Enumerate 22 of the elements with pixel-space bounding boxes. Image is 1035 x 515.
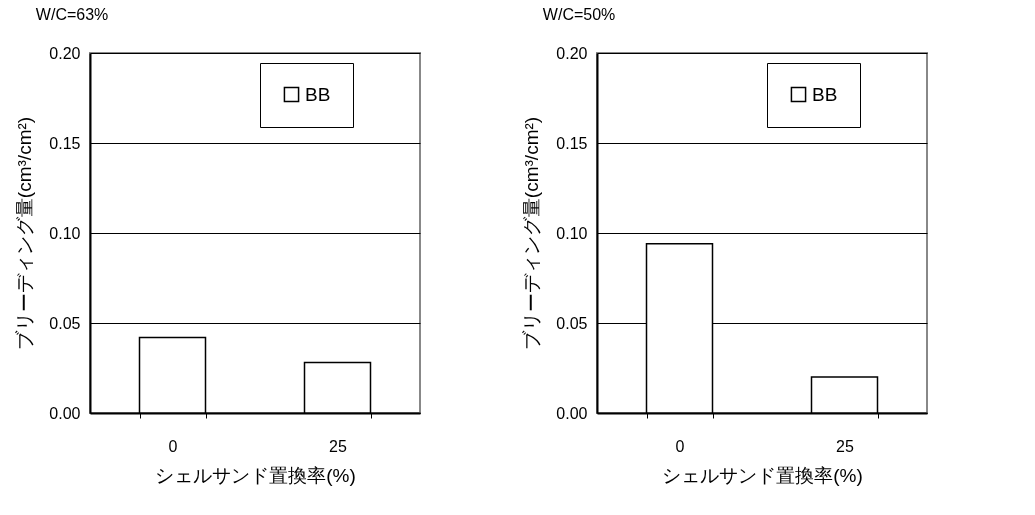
x-axis-title: シェルサンド置換率(%) (662, 464, 863, 486)
y-tick-label: 0.15 (556, 134, 588, 152)
x-axis-title: シェルサンド置換率(%) (155, 464, 356, 486)
x-tick-label: 25 (329, 437, 347, 455)
y-tick-label: 0.05 (49, 314, 81, 332)
chart-title: W/C=50% (542, 6, 616, 23)
y-tick-label: 0.20 (49, 44, 81, 62)
legend-label: BB (812, 83, 838, 105)
chart-title: W/C=63% (35, 6, 109, 23)
y-tick-label: 0.15 (49, 134, 81, 152)
y-tick-label: 0.20 (556, 44, 588, 62)
y-axis-title: ブリーディング量(cm³/cm²) (14, 116, 36, 351)
y-tick-label: 0.00 (49, 404, 81, 422)
y-tick-label: 0.00 (556, 404, 588, 422)
y-axis-title: ブリーディング量(cm³/cm²) (521, 116, 543, 351)
x-tick-label: 0 (675, 437, 685, 455)
x-tick-label: 25 (836, 437, 854, 455)
y-tick-label: 0.05 (556, 314, 588, 332)
x-tick-label: 0 (168, 437, 178, 455)
y-tick-label: 0.10 (49, 224, 81, 242)
legend-label: BB (305, 83, 331, 105)
y-tick-label: 0.10 (556, 224, 588, 242)
